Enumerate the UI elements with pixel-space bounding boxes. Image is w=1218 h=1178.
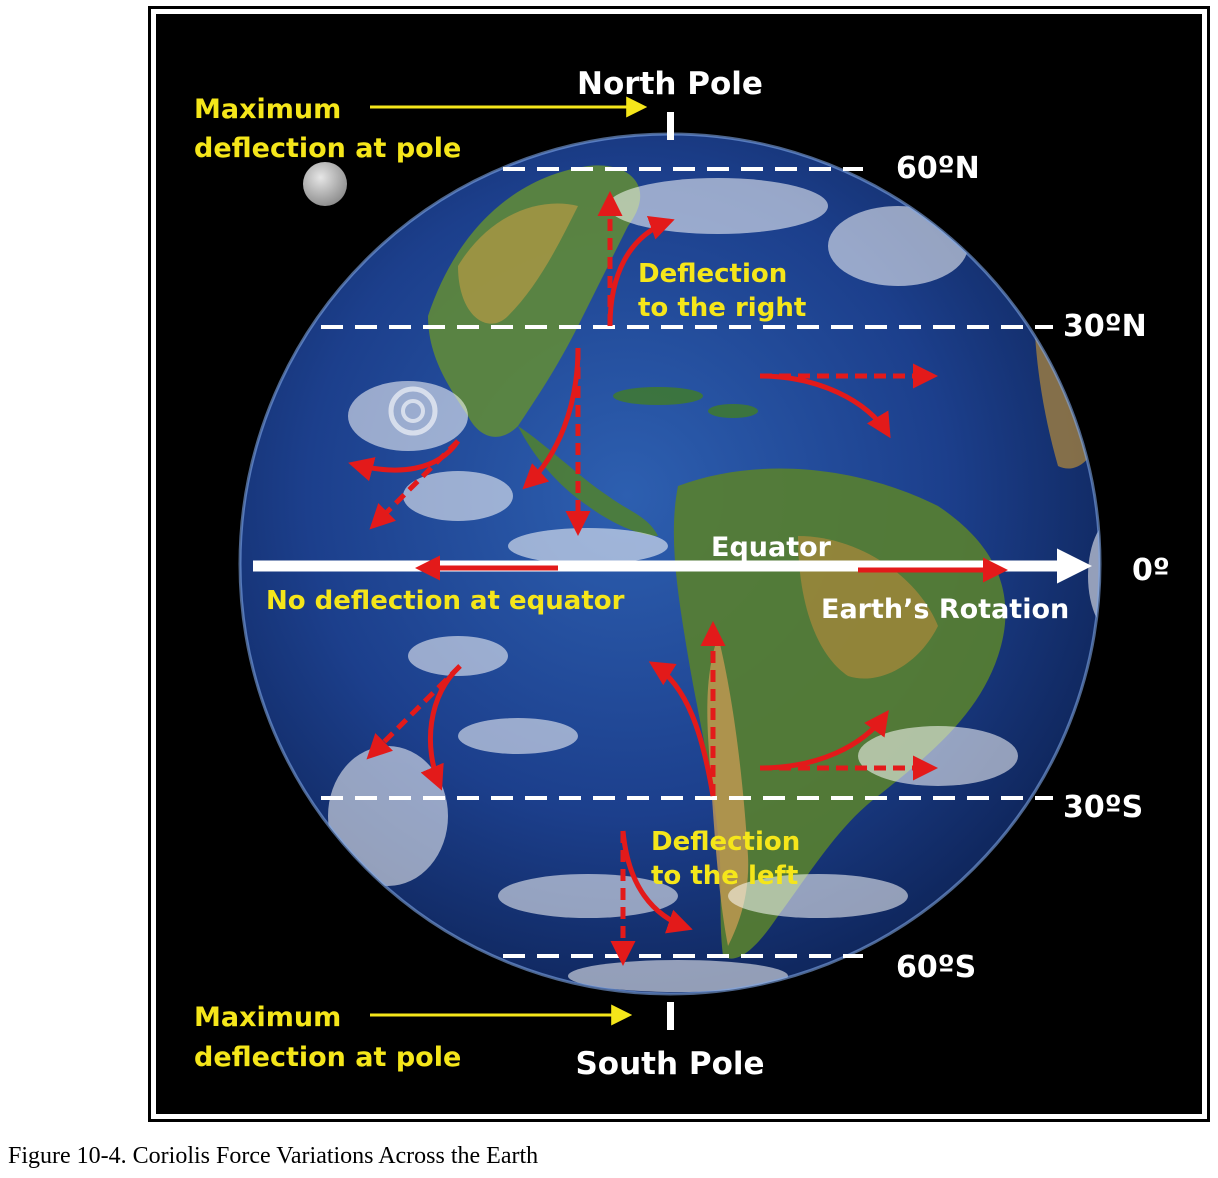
figure-caption: Figure 10-4. Coriolis Force Variations A… [8, 1143, 539, 1169]
figure-frame: North Pole South Pole Maximum deflection… [148, 6, 1210, 1122]
figure-canvas: North Pole South Pole Maximum deflection… [156, 14, 1202, 1114]
lat-label-30n: 30ºN [1063, 309, 1147, 344]
lat-label-30s: 30ºS [1063, 790, 1143, 825]
deflection-left-line2: to the left [651, 861, 798, 891]
deflect-left-arrow-east [759, 709, 889, 771]
max-deflection-top-line2: deflection at pole [194, 133, 461, 164]
coriolis-diagram: North Pole South Pole Maximum deflection… [194, 66, 1170, 1082]
south-pole-label: South Pole [575, 1046, 764, 1082]
equator-label: Equator [711, 532, 832, 563]
max-deflection-top-line1: Maximum [194, 94, 341, 125]
deflect-left-arrow-center [648, 661, 716, 797]
lat-label-0: 0º [1132, 553, 1170, 588]
deflect-right-arrow-west [348, 439, 461, 482]
moon-icon [303, 162, 347, 206]
coriolis-arrows [348, 191, 1008, 966]
deflect-right-arrow-southward [522, 347, 581, 490]
deflect-left-arrow-west [420, 664, 462, 791]
latitude-lines [321, 167, 1053, 958]
earth-rotation-label: Earth’s Rotation [821, 594, 1069, 625]
max-deflection-bottom-line1: Maximum [194, 1002, 341, 1033]
lat-label-60n: 60ºN [896, 151, 980, 186]
deflect-right-arrow-north [607, 215, 675, 327]
deflection-right-line2: to the right [638, 293, 806, 323]
south-pole-tick [667, 1002, 674, 1030]
deflection-right-line1: Deflection [638, 259, 787, 289]
deflect-right-arrow-east [759, 373, 891, 439]
no-deflection-label: No deflection at equator [266, 586, 625, 616]
deflection-left-line1: Deflection [651, 827, 800, 857]
deflect-left-arrow-south [620, 830, 693, 934]
north-pole-label: North Pole [577, 66, 763, 102]
max-deflection-bottom-line2: deflection at pole [194, 1042, 461, 1073]
lat-label-60s: 60ºS [896, 950, 976, 985]
north-pole-tick [667, 112, 674, 140]
